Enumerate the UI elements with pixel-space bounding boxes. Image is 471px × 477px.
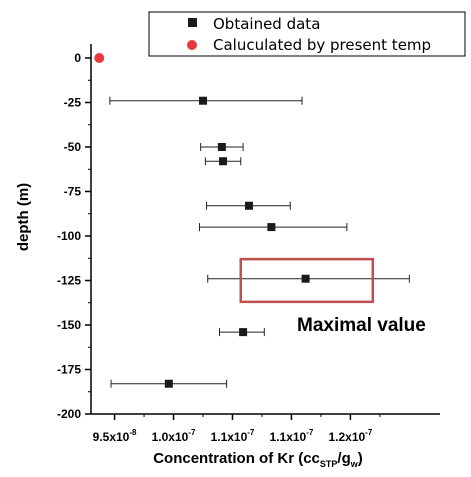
data-point-obtained	[219, 157, 228, 166]
y-tick-label: -25	[64, 96, 82, 110]
y-tick-label: -200	[57, 407, 81, 421]
y-axis-ticks: 0 -25 -50 -75 -100 -125 -150 -175 -200	[57, 51, 91, 421]
x-tick-label: 1.1x10-7	[270, 428, 314, 444]
x-tick-label: 1.1x10-7	[211, 428, 255, 444]
data-point-obtained	[244, 201, 253, 210]
data-point-obtained	[199, 96, 208, 105]
data-point-obtained	[217, 143, 226, 151]
legend: Obtained data Caluculated by present tem…	[148, 11, 466, 57]
maximal-value-box	[239, 257, 375, 304]
data-point-calculated	[94, 53, 105, 63]
y-tick-label: -50	[64, 140, 82, 154]
error-bars	[109, 96, 410, 388]
x-tick-label: 9.5x10-8	[93, 428, 137, 444]
legend-marker-obtained-data	[188, 18, 197, 27]
data-point-obtained	[267, 223, 276, 232]
y-tick-label: -150	[57, 318, 81, 332]
y-tick-label: -100	[57, 229, 81, 243]
y-axis-title: depth (m)	[15, 183, 32, 251]
legend-label-calculated: Caluculated by present temp	[213, 36, 431, 54]
legend-label-obtained-data: Obtained data	[213, 15, 320, 33]
data-point-obtained	[164, 379, 173, 388]
data-markers	[94, 53, 310, 388]
x-tick-label: 1.2x10-7	[328, 428, 372, 444]
x-axis-ticks: 9.5x10-8 1.0x10-7 1.1x10-7 1.1x10-7 1.2x10-7	[93, 414, 381, 444]
data-point-obtained	[301, 274, 310, 283]
y-tick-label: 0	[74, 51, 81, 65]
y-tick-label: -75	[64, 185, 82, 199]
x-axis-title: Concentration of Kr (ccSTP/gw)	[153, 450, 363, 469]
legend-box	[148, 11, 466, 57]
data-point-obtained	[239, 328, 248, 337]
legend-marker-calculated	[187, 40, 197, 50]
y-tick-label: -175	[57, 363, 81, 377]
x-tick-label: 1.0x10-7	[152, 428, 196, 444]
maximal-value-label: Maximal value	[297, 315, 426, 336]
y-tick-label: -125	[57, 274, 81, 288]
